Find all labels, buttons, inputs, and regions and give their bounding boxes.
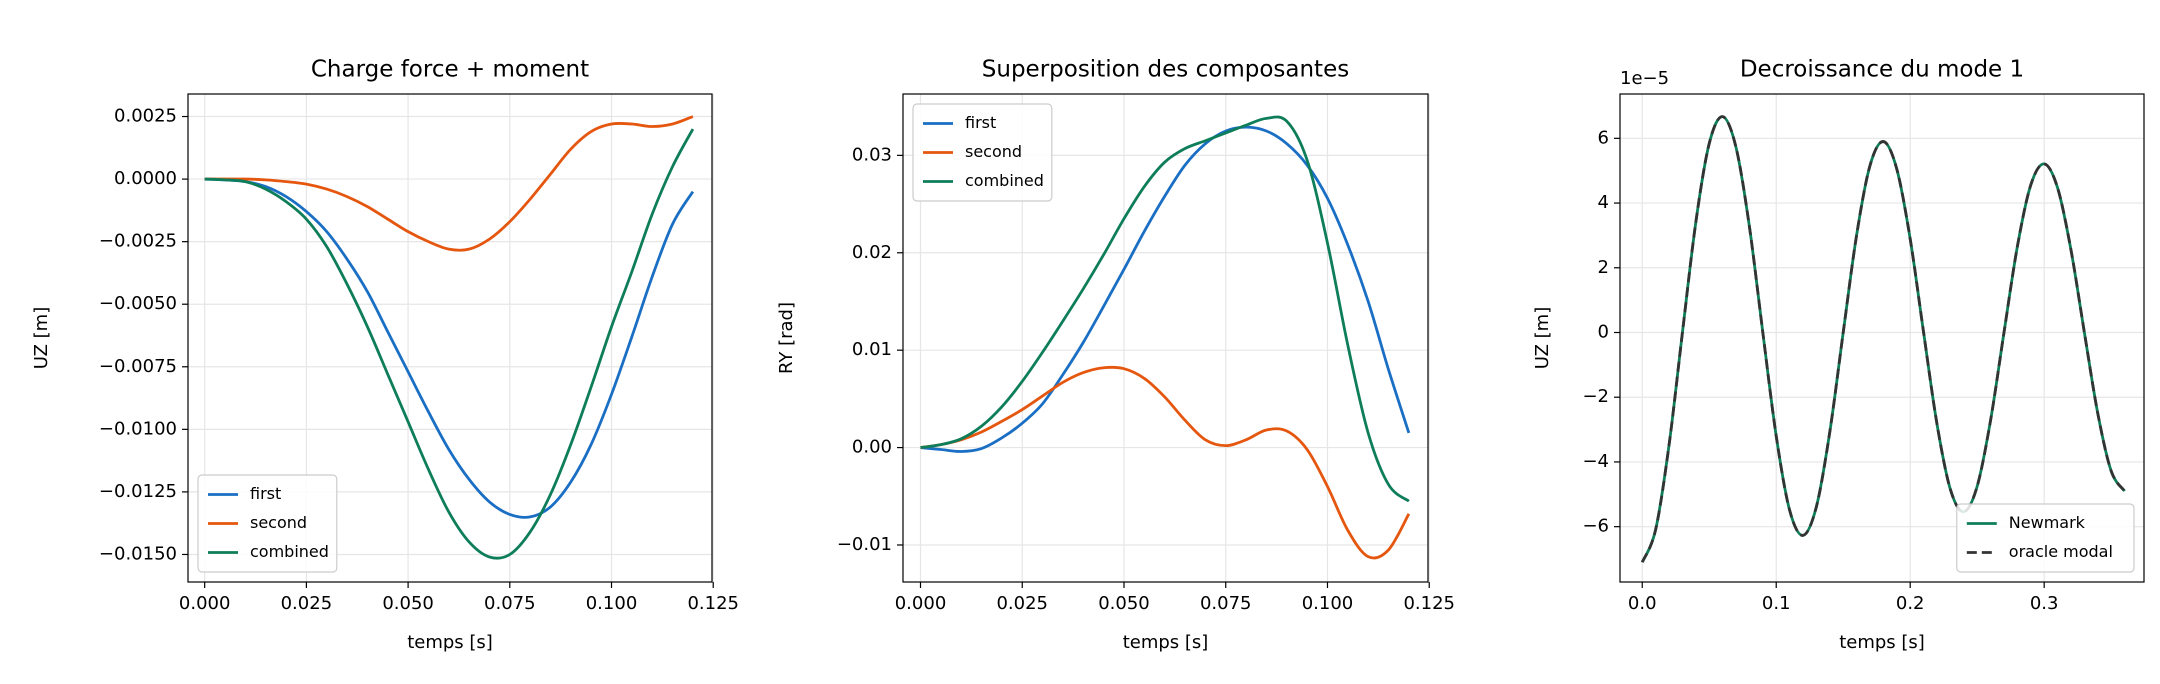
x-tick-label: 0.2 [1896, 593, 1925, 614]
axes-frame [902, 93, 1429, 583]
x-tick-label: 0.050 [382, 593, 434, 614]
x-tick-label: 0.100 [586, 593, 638, 614]
chart-title: Superposition des composantes [982, 57, 1349, 83]
x-axis-label: temps [s] [407, 632, 493, 653]
y-tick-label: 0.02 [852, 242, 892, 263]
legend-label: combined [965, 171, 1044, 190]
y-axis-label: UZ [m] [31, 307, 52, 370]
y-tick-label: −2 [1582, 386, 1609, 407]
x-tick-label: 0.025 [996, 593, 1048, 614]
x-axis-label: temps [s] [1839, 632, 1925, 653]
x-tick-label: 0.1 [1762, 593, 1791, 614]
series-line [1640, 115, 2126, 563]
y-tick-label: −4 [1582, 451, 1609, 472]
y-tick-label: −0.01 [837, 534, 892, 555]
x-tick-label: 0.000 [895, 593, 947, 614]
y-tick-label: −0.0075 [99, 356, 177, 377]
plot-lines [204, 115, 695, 560]
series-line [204, 177, 695, 519]
y-tick-label: 4 [1598, 192, 1609, 213]
legend-label: first [965, 113, 996, 132]
x-axis-label: temps [s] [1123, 632, 1209, 653]
y-tick-label: 0.00 [852, 437, 892, 458]
series-line [920, 365, 1411, 560]
x-tick-label: 0.3 [2030, 593, 2059, 614]
y-tick-label: −0.0025 [99, 231, 177, 252]
x-tick-label: 0.125 [1403, 593, 1455, 614]
x-tick-label: 0.050 [1098, 593, 1150, 614]
x-tick-label: 0.100 [1302, 593, 1354, 614]
y-tick-label: −0.0125 [99, 481, 177, 502]
y-offset-text: 1e−5 [1620, 68, 1669, 89]
y-axis-label: RY [rad] [776, 302, 797, 374]
y-tick-label: 0.01 [852, 339, 892, 360]
x-tick-label: 0.125 [687, 593, 739, 614]
legend-label: oracle modal [2009, 542, 2113, 561]
y-tick-label: 0.03 [852, 144, 892, 165]
x-tick-label: 0.0 [1628, 593, 1657, 614]
y-tick-label: 2 [1598, 257, 1609, 278]
legend-label: combined [250, 542, 329, 561]
legend-box [1956, 503, 2135, 573]
y-axis-label: UZ [m] [1532, 307, 1553, 370]
y-tick-label: 0.0025 [114, 106, 177, 127]
x-tick-label: 0.025 [281, 593, 333, 614]
plot-lines [1640, 115, 2126, 563]
x-tick-label: 0.000 [179, 593, 231, 614]
x-tick-label: 0.075 [1200, 593, 1252, 614]
legend-box [912, 103, 1053, 202]
plot-lines [920, 115, 1411, 560]
series-line [920, 125, 1411, 453]
axes-frame [1619, 93, 2145, 583]
x-tick-label: 0.075 [484, 593, 536, 614]
legend-box [197, 474, 338, 573]
legend-label: second [250, 513, 307, 532]
chart-title: Decroissance du mode 1 [1740, 57, 2024, 83]
legend-label: first [250, 484, 281, 503]
y-tick-label: 0 [1598, 321, 1609, 342]
axes-frame [187, 93, 713, 583]
y-tick-label: 0.0000 [114, 168, 177, 189]
y-tick-label: −0.0150 [99, 543, 177, 564]
chart-title: Charge force + moment [311, 57, 589, 83]
series-line [204, 115, 694, 252]
series-line [204, 128, 695, 560]
series-line [1640, 115, 2126, 563]
y-tick-label: −0.0050 [99, 293, 177, 314]
series-line [920, 115, 1410, 503]
y-tick-label: −6 [1582, 516, 1609, 537]
y-tick-label: 6 [1598, 127, 1609, 148]
legend-label: second [965, 142, 1022, 161]
legend-label: Newmark [2009, 513, 2086, 532]
y-tick-label: −0.0100 [99, 418, 177, 439]
